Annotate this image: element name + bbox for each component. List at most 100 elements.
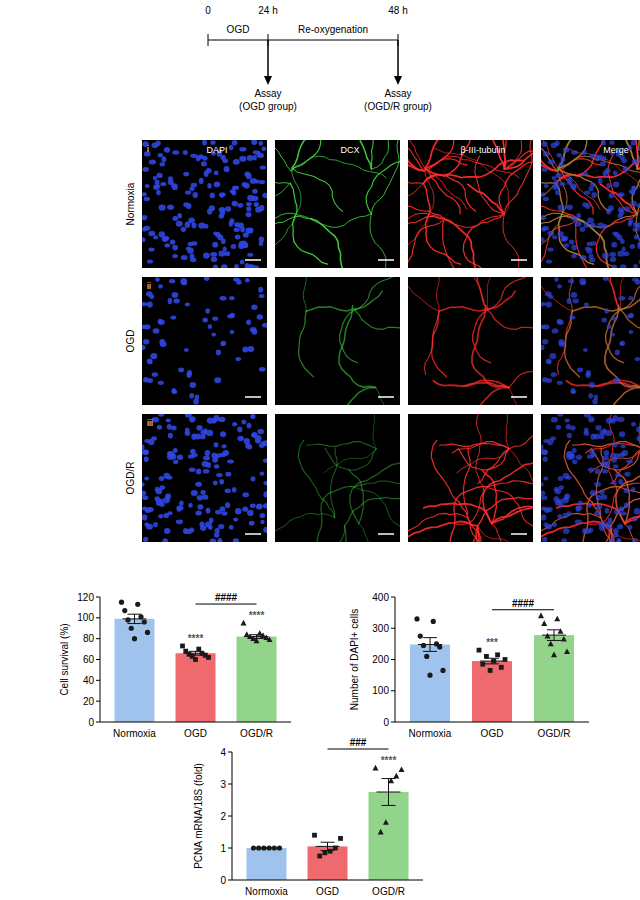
error-cap [128, 614, 142, 615]
nucleus [247, 423, 252, 429]
neurite-dcx [625, 524, 640, 542]
neurite-tubulin [606, 310, 624, 363]
point [135, 602, 140, 607]
nucleus [542, 167, 548, 172]
panel-background [541, 140, 640, 268]
nucleus [552, 328, 559, 333]
nucleus [142, 444, 145, 450]
nucleus [142, 507, 148, 511]
point [427, 673, 432, 678]
x-axis [100, 722, 291, 723]
bar [410, 645, 450, 723]
scale-bar [378, 396, 394, 398]
y-tick [96, 659, 100, 660]
nucleus [171, 426, 177, 431]
scale-bar [378, 259, 394, 261]
nucleus [177, 213, 182, 218]
nucleus [543, 151, 550, 156]
nucleus [173, 448, 178, 453]
nucleus [572, 459, 577, 464]
error-cap [382, 805, 396, 806]
x-tick-label: OGD/R [538, 728, 571, 739]
nucleus [634, 235, 640, 240]
nucleus [195, 482, 202, 487]
panel-content [408, 414, 533, 542]
nucleus [245, 278, 250, 282]
neurite-dcx [350, 461, 400, 524]
nucleus [549, 353, 556, 359]
nucleus [617, 524, 623, 529]
nucleus [596, 495, 602, 501]
timeline-phase: Re-oxygenation [298, 24, 368, 35]
nucleus [143, 167, 149, 172]
nucleus [155, 184, 160, 189]
neurite-tubulin [492, 524, 533, 542]
nucleus [624, 502, 629, 508]
nucleus [157, 425, 162, 430]
nucleus [195, 434, 202, 440]
nucleus [598, 178, 603, 184]
nucleus [611, 457, 617, 463]
neurite-tubulin [557, 311, 572, 374]
micrograph-panel [275, 414, 400, 542]
plot-area [410, 613, 574, 722]
neurite-dcx [355, 310, 400, 335]
nucleus [164, 513, 169, 519]
panel-background [541, 277, 640, 405]
nucleus [142, 482, 145, 486]
nucleus [202, 461, 209, 467]
point [119, 600, 124, 605]
nucleus [562, 538, 567, 542]
point [193, 657, 198, 662]
nucleus [184, 348, 189, 352]
nucleus [542, 537, 547, 542]
nucleus [631, 487, 636, 493]
nucleus [557, 514, 562, 518]
nucleus [158, 414, 164, 417]
nucleus [572, 448, 577, 453]
neurite-dcx [359, 140, 391, 169]
nucleus [612, 231, 617, 235]
nucleus [197, 495, 203, 501]
assay-arrow [397, 40, 399, 78]
nucleus [259, 443, 265, 448]
point [437, 644, 442, 649]
point [440, 668, 445, 673]
nucleus [576, 506, 583, 511]
nucleus [222, 444, 227, 448]
nucleus [633, 222, 639, 227]
timeline: 024 h48 hOGDRe-oxygenationAssay(OGD grou… [205, 5, 432, 112]
nucleus [159, 205, 166, 211]
nucleus [229, 221, 233, 227]
point [267, 637, 273, 643]
neurite-dcx [355, 277, 400, 310]
nucleus [599, 434, 604, 439]
neurite-dcx [616, 461, 640, 524]
neurite-dcx [591, 448, 640, 470]
nucleus [555, 500, 561, 506]
nucleus [239, 147, 246, 152]
nucleus [618, 213, 623, 219]
neurite-dcx [606, 310, 624, 363]
nucleus [610, 257, 616, 262]
nucleus [260, 513, 266, 518]
nucleus [251, 140, 257, 145]
neurite-tubulin [458, 448, 509, 470]
neurite-dcx [541, 140, 557, 171]
bracket [492, 609, 554, 610]
micrograph-panel [275, 277, 400, 405]
nucleus [571, 254, 577, 258]
nucleus [552, 176, 557, 180]
nucleus [250, 178, 257, 184]
nucleus [209, 205, 215, 211]
nucleus [189, 393, 194, 399]
nucleus [189, 416, 196, 422]
neurite-dcx [541, 216, 577, 268]
nucleus [211, 257, 217, 262]
timeline-phase: OGD [227, 24, 250, 35]
nucleus [159, 231, 166, 237]
nucleus [214, 377, 221, 383]
row-label: Normoxia [125, 182, 136, 225]
nucleus [263, 503, 267, 508]
panel-content [408, 277, 533, 405]
